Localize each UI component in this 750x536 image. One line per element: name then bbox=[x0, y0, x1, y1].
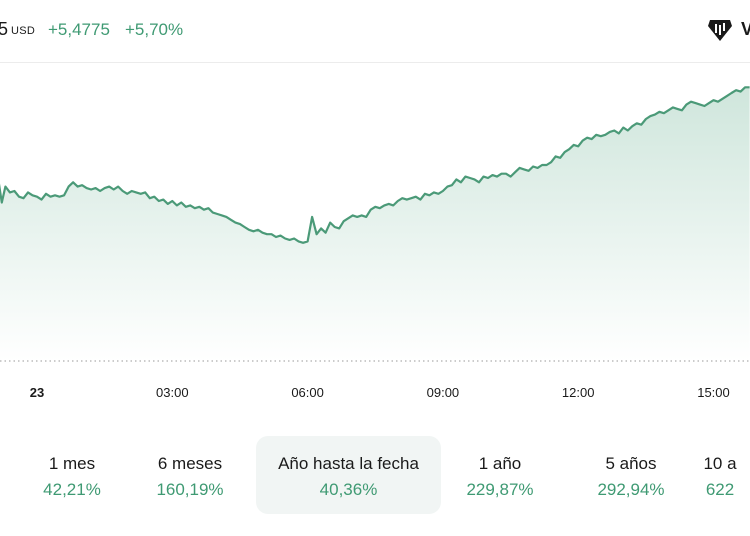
price-line-series bbox=[0, 86, 750, 244]
period-label: 1 año bbox=[478, 454, 522, 473]
period-option[interactable]: Año hasta la fecha 40,36% bbox=[256, 436, 441, 514]
x-axis-ticks: 23 03:00 06:00 09:00 12:00 15:00 bbox=[30, 385, 730, 400]
price-value: 5 bbox=[0, 19, 9, 39]
period-option[interactable]: 5 años 292,94% bbox=[566, 436, 696, 514]
period-return: 40,36% bbox=[319, 480, 378, 499]
period-return: 229,87% bbox=[466, 480, 534, 499]
price-chart: 23 03:00 06:00 09:00 12:00 15:00 bbox=[0, 86, 750, 400]
period-option[interactable]: 6 meses 160,19% bbox=[134, 436, 246, 514]
currency-label: USD bbox=[11, 25, 36, 37]
x-tick-label: 06:00 bbox=[291, 385, 324, 400]
period-return: 160,19% bbox=[156, 480, 224, 499]
change-absolute: +5,4775 bbox=[48, 20, 110, 39]
price-area-fill bbox=[0, 87, 750, 361]
period-option[interactable]: 1 mes 42,21% bbox=[12, 436, 132, 514]
period-return: 42,21% bbox=[43, 480, 101, 499]
period-label: 6 meses bbox=[157, 454, 223, 473]
brand-logo-icon bbox=[708, 20, 732, 41]
period-return: 292,94% bbox=[597, 480, 665, 499]
brand-name: V bbox=[741, 19, 750, 39]
period-label: 10 a bbox=[703, 454, 737, 473]
x-tick-label: 12:00 bbox=[562, 385, 595, 400]
period-option[interactable]: 10 a 622 bbox=[690, 436, 750, 514]
price-header: 5 USD +5,4775 +5,70% V bbox=[0, 0, 750, 63]
x-tick-label: 03:00 bbox=[156, 385, 189, 400]
x-tick-label: 09:00 bbox=[427, 385, 460, 400]
chart-line-layer bbox=[0, 86, 750, 244]
chart-area-layer bbox=[0, 87, 750, 361]
change-percent: +5,70% bbox=[125, 20, 184, 39]
x-tick-label: 15:00 bbox=[697, 385, 730, 400]
period-option[interactable]: 1 año 229,87% bbox=[440, 436, 560, 514]
period-return: 622 bbox=[705, 480, 735, 499]
x-tick-label: 23 bbox=[30, 385, 44, 400]
period-label: 1 mes bbox=[48, 454, 96, 473]
period-label: Año hasta la fecha bbox=[278, 454, 419, 473]
period-label: 5 años bbox=[605, 454, 657, 473]
